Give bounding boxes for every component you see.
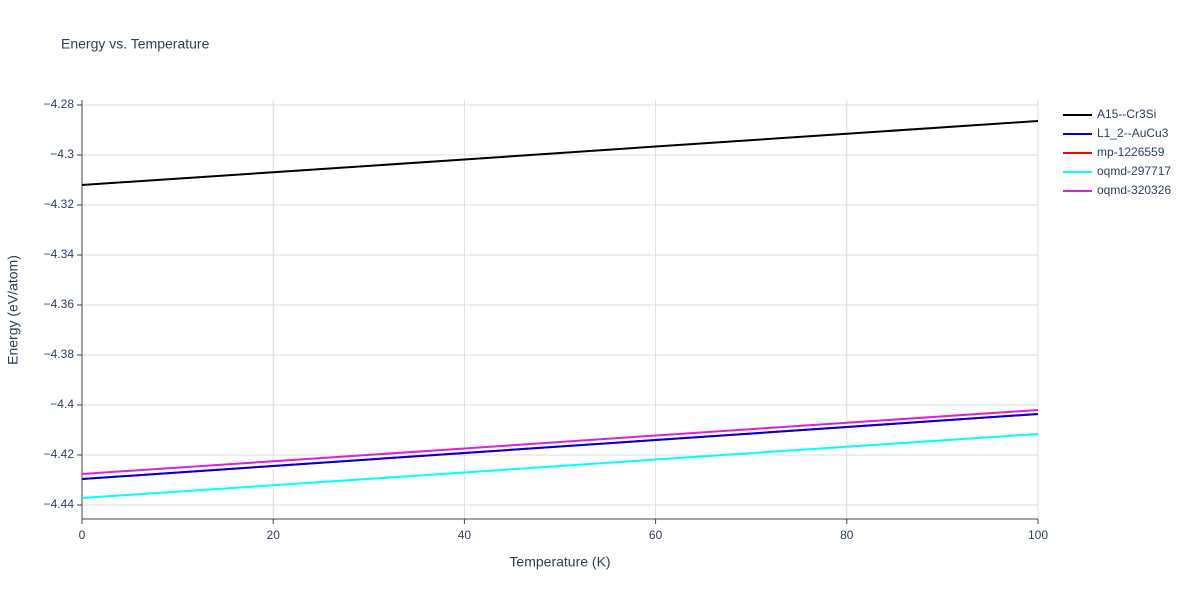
x-tick-label: 20 (267, 528, 281, 542)
x-axis-title: Temperature (K) (509, 554, 610, 570)
x-tick-label: 60 (649, 528, 663, 542)
y-tick-label: −4.32 (44, 197, 75, 211)
y-tick-label: −4.42 (44, 447, 75, 461)
x-tick-label: 100 (1028, 528, 1048, 542)
series-line (81, 433, 1039, 499)
y-tick-label: −4.4 (50, 397, 74, 411)
x-tick-label: 0 (79, 528, 86, 542)
y-tick-label: −4.36 (44, 297, 75, 311)
legend-label: oqmd-297717 (1097, 164, 1171, 178)
x-tick-label: 80 (840, 528, 854, 542)
y-axis-title: Energy (eV/atom) (5, 255, 21, 365)
x-tick-label: 40 (458, 528, 472, 542)
legend-label: mp-1226559 (1097, 145, 1165, 159)
chart-title: Energy vs. Temperature (61, 36, 210, 52)
y-tick-label: −4.38 (44, 347, 75, 361)
series-line (81, 413, 1039, 480)
y-tick-label: −4.3 (50, 147, 74, 161)
series-line (81, 120, 1039, 186)
legend-label: oqmd-320326 (1097, 183, 1171, 197)
y-tick-label: −4.28 (44, 97, 75, 111)
y-tick-label: −4.34 (44, 247, 75, 261)
y-tick-label: −4.44 (44, 497, 75, 511)
series-line (81, 409, 1039, 475)
legend-label: A15--Cr3Si (1097, 107, 1156, 121)
legend-label: L1_2--AuCu3 (1097, 126, 1169, 140)
